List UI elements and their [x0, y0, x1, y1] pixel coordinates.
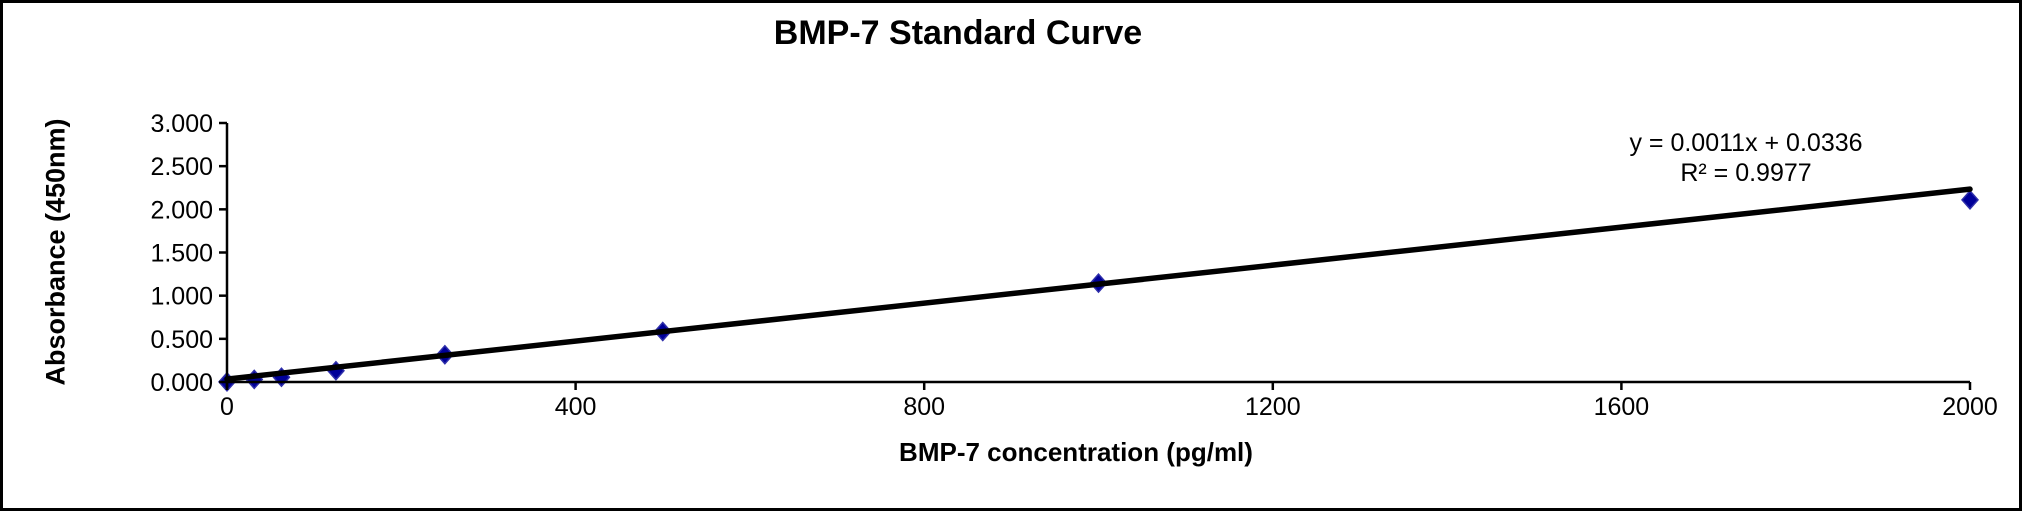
y-tick-label: 3.000 — [150, 110, 213, 138]
y-tick-label: 1.000 — [150, 283, 213, 311]
y-tick-label: 2.500 — [150, 153, 213, 181]
data-point-marker — [1960, 189, 1980, 210]
trendline-annotation: y = 0.0011x + 0.0336 R² = 0.9977 — [1629, 128, 1862, 188]
y-tick-label: 0.500 — [150, 326, 213, 354]
x-tick-label: 2000 — [1942, 393, 1998, 421]
x-tick-label: 0 — [220, 393, 234, 421]
chart-title: BMP-7 Standard Curve — [773, 14, 1143, 52]
trendline-r-squared: R² = 0.9977 — [1680, 159, 1812, 187]
y-tick-label: 1.500 — [150, 240, 213, 268]
x-tick-label: 800 — [903, 393, 945, 421]
trendline-equation: y = 0.0011x + 0.0336 — [1629, 129, 1863, 157]
y-tick-label: 0.000 — [150, 369, 213, 397]
y-tick-label: 2.000 — [150, 196, 213, 224]
x-tick-label: 400 — [555, 393, 597, 421]
x-tick-label: 1200 — [1245, 393, 1301, 421]
trendline — [224, 186, 1973, 382]
x-axis-title: BMP-7 concentration (pg/ml) — [899, 437, 1253, 467]
x-tick-label: 1600 — [1594, 393, 1650, 421]
